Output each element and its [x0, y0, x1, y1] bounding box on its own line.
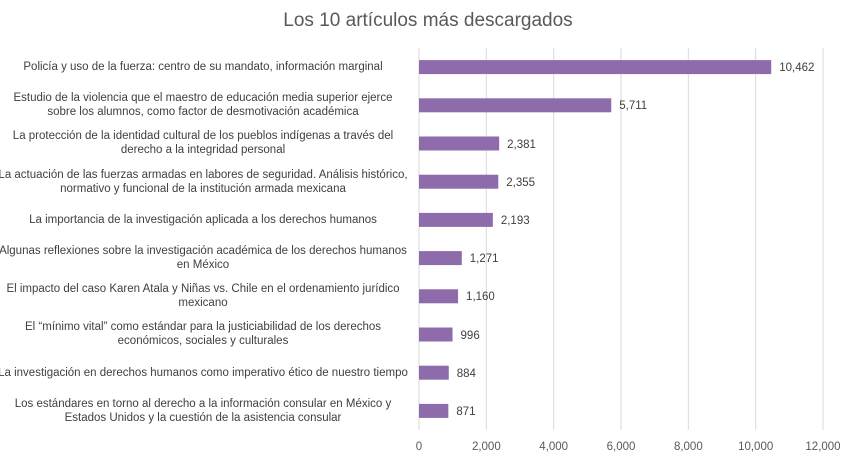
- x-tick-label: 4,000: [539, 441, 569, 453]
- chart-title: Los 10 artículos más descargados: [283, 10, 573, 31]
- bar-value-label: 10,462: [779, 62, 815, 75]
- category-label: El impacto del caso Karen Atala y Niñas …: [0, 277, 408, 315]
- category-label: La importancia de la investigación aplic…: [0, 201, 408, 239]
- bar: [419, 251, 462, 266]
- x-tick-label: 12,000: [805, 441, 841, 453]
- bar-value-label: 871: [456, 405, 476, 418]
- bar: [419, 136, 500, 151]
- x-tick-label: 2,000: [471, 441, 501, 453]
- bars: [419, 60, 772, 418]
- category-label-text: Policía y uso de la fuerza: centro de su…: [23, 61, 383, 74]
- bar-value-label: 996: [460, 329, 480, 342]
- bar: [419, 212, 493, 227]
- bar: [419, 365, 449, 380]
- x-tick-label: 0: [415, 441, 423, 453]
- category-label: La protección de la identidad cultural d…: [0, 124, 408, 162]
- category-label-text: La protección de la identidad cultural d…: [12, 130, 394, 157]
- bar: [419, 60, 772, 75]
- category-label: Estudio de la violencia que el maestro d…: [0, 86, 408, 124]
- bar: [419, 98, 612, 113]
- category-label-text: La actuación de las fuerzas armadas en l…: [0, 168, 408, 195]
- category-label-text: Algunas reflexiones sobre la investigaci…: [0, 245, 407, 272]
- category-label: La investigación en derechos humanos com…: [0, 354, 408, 392]
- category-label: Algunas reflexiones sobre la investigaci…: [0, 239, 408, 277]
- x-tick-label: 6,000: [606, 441, 636, 453]
- bar: [419, 174, 499, 189]
- bar-value-label: 5,711: [619, 100, 648, 113]
- category-label: Policía y uso de la fuerza: centro de su…: [0, 48, 408, 86]
- bar-value-label: 884: [456, 367, 476, 380]
- category-label-text: La importancia de la investigación aplic…: [29, 213, 377, 226]
- bar-value-label: 2,381: [507, 138, 536, 151]
- bar-value-label: 2,193: [500, 214, 530, 227]
- category-label-text: El impacto del caso Karen Atala y Niñas …: [6, 283, 400, 310]
- bar: [419, 289, 459, 304]
- x-tick-label: 10,000: [738, 441, 774, 453]
- bar: [419, 403, 449, 418]
- category-label-text: Estudio de la violencia que el maestro d…: [13, 92, 393, 119]
- bar-value-label: 2,355: [506, 176, 536, 189]
- category-label: Los estándares en torno al derecho a la …: [0, 392, 408, 430]
- category-label-text: Los estándares en torno al derecho a la …: [14, 397, 392, 424]
- bar: [419, 327, 453, 342]
- bar-value-label: 1,271: [469, 253, 499, 266]
- category-label-text: La investigación en derechos humanos com…: [0, 366, 408, 379]
- category-label: El “mínimo vital” como estándar para la …: [0, 315, 408, 353]
- x-tick-label: 8,000: [673, 441, 703, 453]
- bar-value-label: 1,160: [466, 291, 495, 304]
- category-label: La actuación de las fuerzas armadas en l…: [0, 163, 408, 201]
- category-label-text: El “mínimo vital” como estándar para la …: [24, 321, 382, 348]
